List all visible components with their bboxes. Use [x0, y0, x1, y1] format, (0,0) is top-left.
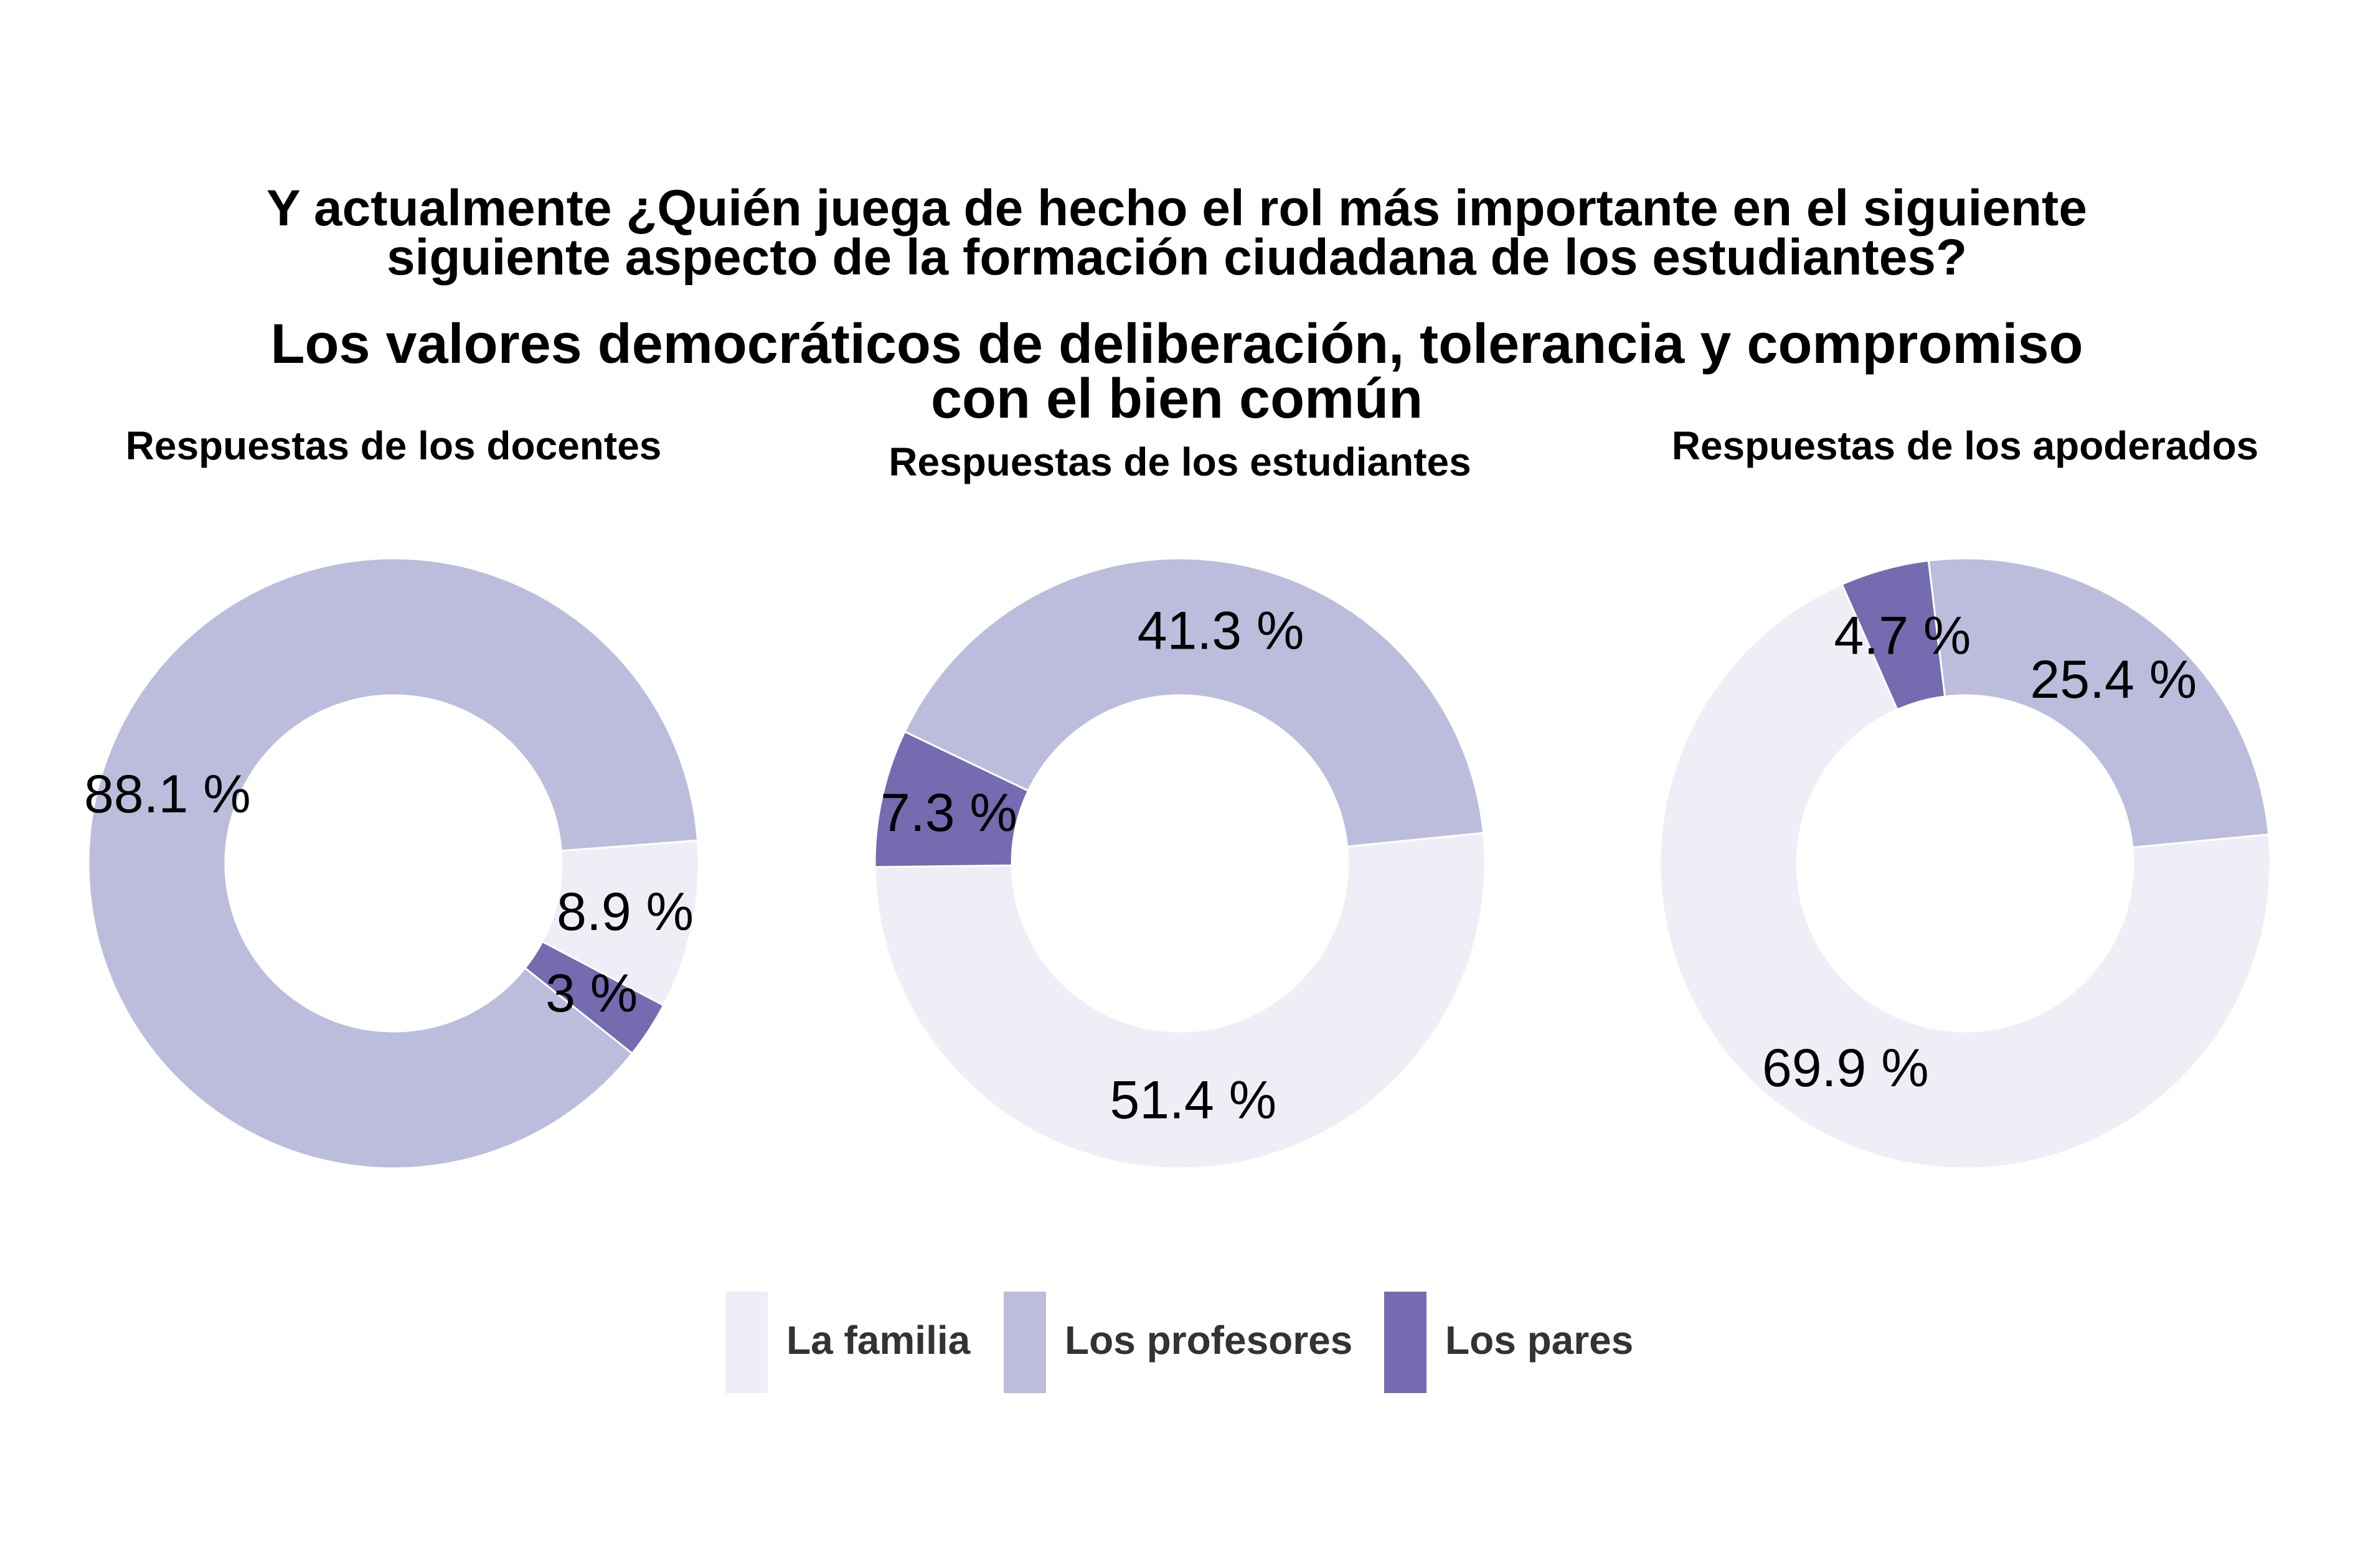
slice-label-los-pares: 4.7 % [1834, 606, 1971, 666]
legend-label-los-profesores: Los profesores [1065, 1318, 1352, 1363]
chart-title-line-1: Y actualmente ¿Quién juega de hecho el r… [266, 180, 2087, 237]
donut-panel-1: Respuestas de los docentes 8.9 % 3 % 88.1 % [84, 423, 700, 1170]
chart-subtitle-line-1: Los valores democráticos de deliberación… [271, 313, 2083, 375]
slice-label-los-profesores: 88.1 % [84, 764, 251, 824]
slice-label-la-familia: 8.9 % [557, 882, 694, 942]
panel-title-1: Respuestas de los docentes [126, 423, 662, 468]
panel-title-3: Respuestas de los apoderados [1672, 423, 2259, 468]
donut-panel-2: Respuestas de los estudiantes 51.4 % 7.3 %… [874, 439, 1486, 1170]
slice-label-los-pares: 3 % [545, 964, 638, 1023]
donut-slice-la-familia [1659, 583, 2271, 1170]
donut-panel-3: Respuestas de los apoderados 69.9 % 4.7 % 2… [1659, 423, 2271, 1170]
donut-slice-los-profesores [1927, 557, 2270, 849]
donut-panels: Respuestas de los docentes 8.9 % 3 % 88.1 %… [84, 423, 2271, 1170]
slice-label-la-familia: 51.4 % [1110, 1070, 1276, 1130]
slice-label-la-familia: 69.9 % [1762, 1038, 1929, 1098]
chart-title-line-2: siguiente aspecto de la formación ciudad… [387, 229, 1967, 286]
slice-label-los-pares: 7.3 % [880, 783, 1017, 843]
legend-label-los-pares: Los pares [1445, 1318, 1633, 1363]
legend: La familia Los profesores Los pares [725, 1292, 1633, 1393]
legend-swatch-los-profesores [1004, 1292, 1046, 1393]
legend-label-la-familia: La familia [786, 1318, 971, 1363]
legend-swatch-la-familia [725, 1292, 768, 1393]
chart-subtitle-line-2: con el bien común [931, 368, 1423, 430]
slice-label-los-profesores: 25.4 % [2030, 650, 2197, 710]
slice-label-los-profesores: 41.3 % [1138, 601, 1304, 661]
donut-slice-los-profesores [903, 557, 1485, 848]
donut-slice-los-profesores [87, 557, 699, 1170]
donut-slice-la-familia [874, 832, 1486, 1170]
legend-swatch-los-pares [1384, 1292, 1426, 1393]
panel-title-2: Respuestas de los estudiantes [889, 439, 1471, 484]
